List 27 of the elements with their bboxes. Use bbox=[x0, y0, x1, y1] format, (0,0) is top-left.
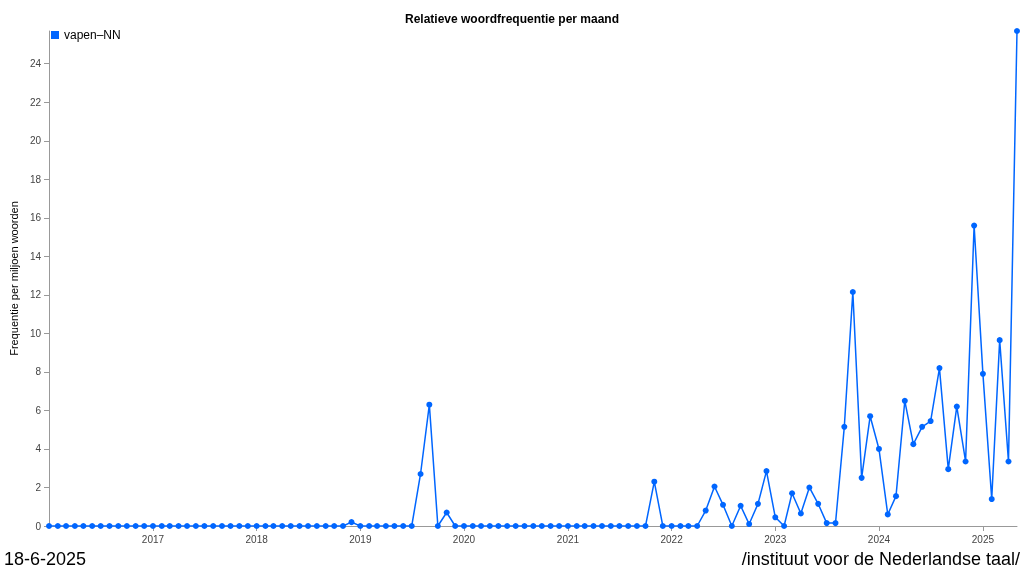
y-tick-label: 2 bbox=[35, 481, 42, 493]
y-tick-label: 20 bbox=[29, 135, 42, 147]
y-tick-label: 22 bbox=[29, 96, 42, 108]
y-tick-label: 14 bbox=[29, 250, 42, 262]
y-tick-label: 4 bbox=[35, 443, 42, 455]
y-tick-label: 12 bbox=[29, 289, 42, 301]
y-tick-label: 0 bbox=[35, 520, 42, 532]
x-tick-label: 2025 bbox=[971, 533, 995, 545]
y-axis-title: Frequentie per miljoen woorden bbox=[7, 201, 20, 356]
y-tick-label: 6 bbox=[35, 404, 42, 416]
x-tick-label: 2017 bbox=[141, 533, 165, 545]
text: 18-6-2025 bbox=[4, 549, 87, 570]
y-tick-label: 24 bbox=[29, 58, 42, 70]
x-tick-label: 2021 bbox=[556, 533, 580, 545]
x-tick-label: 2023 bbox=[764, 533, 787, 545]
x-tick-label: 2022 bbox=[660, 533, 684, 545]
y-tick-label: 8 bbox=[35, 366, 42, 378]
x-tick-label: 2020 bbox=[452, 533, 476, 545]
legend-label: vapen–NN bbox=[64, 28, 121, 42]
x-tick-label: 2024 bbox=[867, 533, 891, 545]
x-tick-label: 2019 bbox=[349, 533, 372, 545]
y-tick-label: 18 bbox=[29, 173, 42, 185]
x-tick-label: 2018 bbox=[245, 533, 269, 545]
y-tick-label: 10 bbox=[29, 327, 42, 339]
text: /instituut voor de Nederlandse taal/ bbox=[741, 549, 1020, 570]
y-tick-label: 16 bbox=[29, 212, 42, 224]
chart-title: Relatieve woordfrequentie per maand bbox=[404, 12, 620, 26]
